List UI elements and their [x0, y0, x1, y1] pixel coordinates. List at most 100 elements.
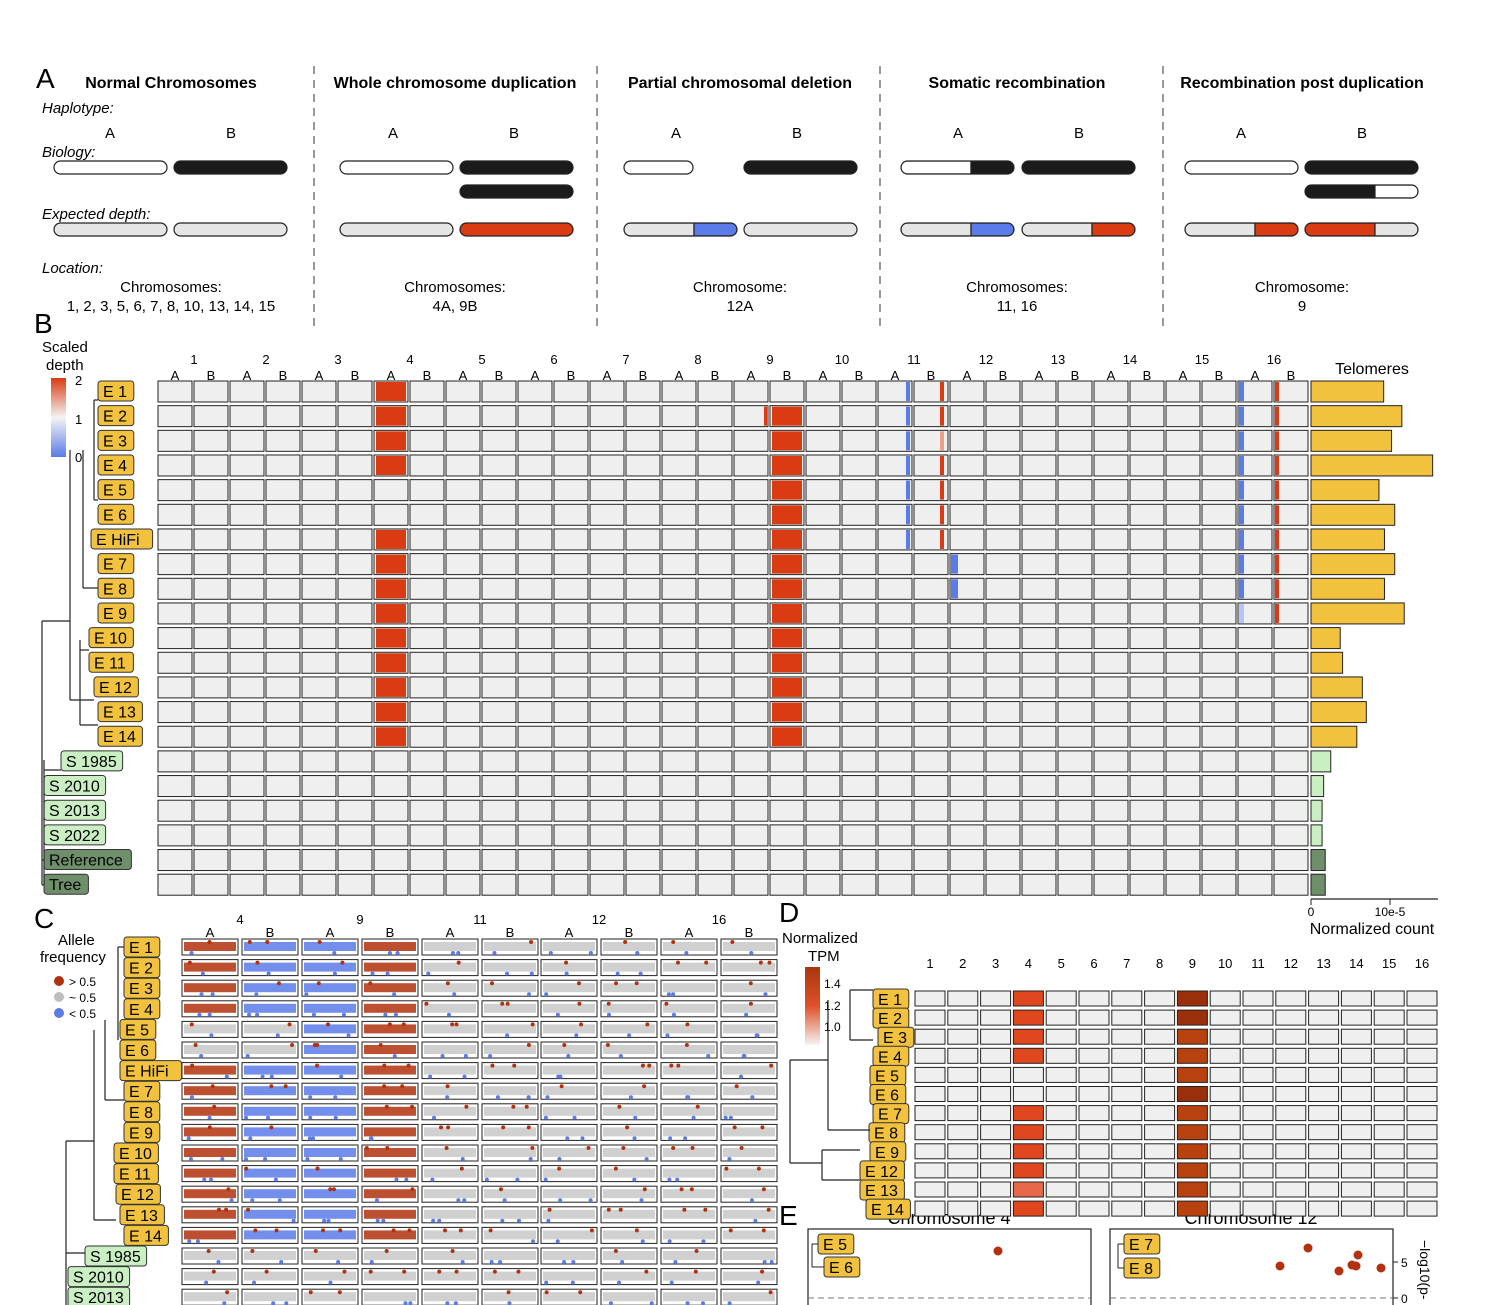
af-points [184, 983, 236, 993]
depth-cell [1057, 553, 1093, 576]
depth-cell [553, 824, 589, 847]
depth-cell [805, 454, 841, 477]
af-outlier [547, 1207, 552, 1212]
depth-cell [1273, 503, 1309, 526]
depth-cell [985, 405, 1021, 428]
af-outlier [315, 1166, 320, 1171]
af-outlier [430, 1177, 435, 1182]
depth-cell [481, 627, 517, 650]
hap-a-label: A [953, 125, 963, 142]
depth-cell [1201, 849, 1237, 872]
hap-b-label: B [509, 125, 519, 142]
chromosome-number: 5 [478, 352, 485, 367]
tpm-cell [1340, 1105, 1372, 1122]
af-outlier [526, 1095, 531, 1100]
depth-cell [481, 676, 517, 699]
depth-cell [265, 553, 301, 576]
haplotype-label: A [603, 368, 612, 383]
depth-cell [733, 528, 769, 551]
depth-cell [805, 849, 841, 872]
depth-cell [1273, 380, 1309, 403]
sample-label: E 5 [103, 483, 127, 500]
af-outlier [426, 971, 431, 976]
af-outlier [693, 1269, 698, 1274]
depth-cell [1201, 503, 1237, 526]
telomere-bar [1310, 873, 1326, 896]
depth-cell [193, 528, 229, 551]
af-points [304, 1127, 356, 1137]
depth-cell [1129, 528, 1165, 551]
sample-label-box [90, 528, 154, 550]
af-points [244, 1003, 296, 1013]
depth-cell [1057, 577, 1093, 600]
tpm-cell [980, 1086, 1012, 1102]
depth-cell [841, 824, 877, 847]
depth-cell [589, 627, 625, 650]
depth-cell [157, 849, 193, 872]
tpm-cell [1111, 1028, 1143, 1045]
depth-cell [697, 725, 733, 748]
chromosome-number: 16 [712, 912, 726, 927]
depth-cell [265, 380, 301, 403]
af-outlier [588, 1198, 593, 1203]
tpm-cell [1308, 1047, 1340, 1064]
af-outlier [500, 1001, 505, 1006]
depth-cell [625, 380, 661, 403]
depth-cell [1201, 602, 1237, 625]
chromosome-number: 16 [1415, 956, 1429, 971]
depth-cell [949, 651, 985, 674]
haplotype-label: B [625, 925, 634, 940]
depth-cell [985, 676, 1021, 699]
sample-tree [789, 989, 873, 1181]
depth-cell [841, 528, 877, 551]
af-outlier [224, 1074, 229, 1079]
depth-cell [193, 479, 229, 502]
af-outlier [530, 1239, 535, 1244]
depth-cell [805, 676, 841, 699]
depth-cell [553, 528, 589, 551]
depth-cell [193, 503, 229, 526]
tpm-cell [1275, 1181, 1307, 1198]
tpm-cell [1308, 1066, 1340, 1083]
af-points [364, 983, 416, 993]
depth-cell [877, 824, 913, 847]
depth-cell [661, 849, 697, 872]
af-outlier [255, 1012, 260, 1017]
af-outlier [753, 1218, 758, 1223]
sample-label-box [93, 676, 139, 698]
loss-segment [1239, 406, 1244, 426]
depth-cell [589, 405, 625, 428]
depth-cell [625, 799, 661, 822]
af-points [543, 1271, 595, 1281]
af-legend-item: ~ 0.5 [69, 991, 96, 1005]
sample-label: E HiFi [96, 532, 140, 549]
depth-cell [229, 799, 265, 822]
sample-label: E 12 [865, 1164, 898, 1181]
tpm-cell [1373, 1181, 1405, 1198]
tpm-cell [1209, 1028, 1241, 1045]
haplotype-label: B [1143, 368, 1152, 383]
af-outlier [307, 1136, 312, 1141]
af-outlier [392, 1054, 397, 1058]
depth-cell [733, 577, 769, 600]
depth-cell [301, 849, 337, 872]
sample-label: E 2 [103, 409, 127, 426]
af-outlier [647, 1063, 652, 1068]
depth-cell [625, 725, 661, 748]
depth-cell [1273, 799, 1309, 822]
telomere-bar [1310, 405, 1403, 428]
hap-a-label: A [1236, 125, 1246, 142]
tpm-cell [947, 1009, 979, 1026]
sample-label-box [97, 380, 135, 402]
depth-cell [985, 602, 1021, 625]
tpm-tick: 1.4 [824, 977, 841, 991]
depth-cell [769, 750, 805, 773]
depth-cell [1165, 651, 1201, 674]
depth-cell [949, 429, 985, 452]
depth-cell [265, 429, 301, 452]
depth-cell [769, 775, 805, 798]
depth-cell [589, 429, 625, 452]
tpm-cell [1275, 1124, 1307, 1141]
depth-cell [877, 380, 913, 403]
depth-cell [265, 849, 301, 872]
